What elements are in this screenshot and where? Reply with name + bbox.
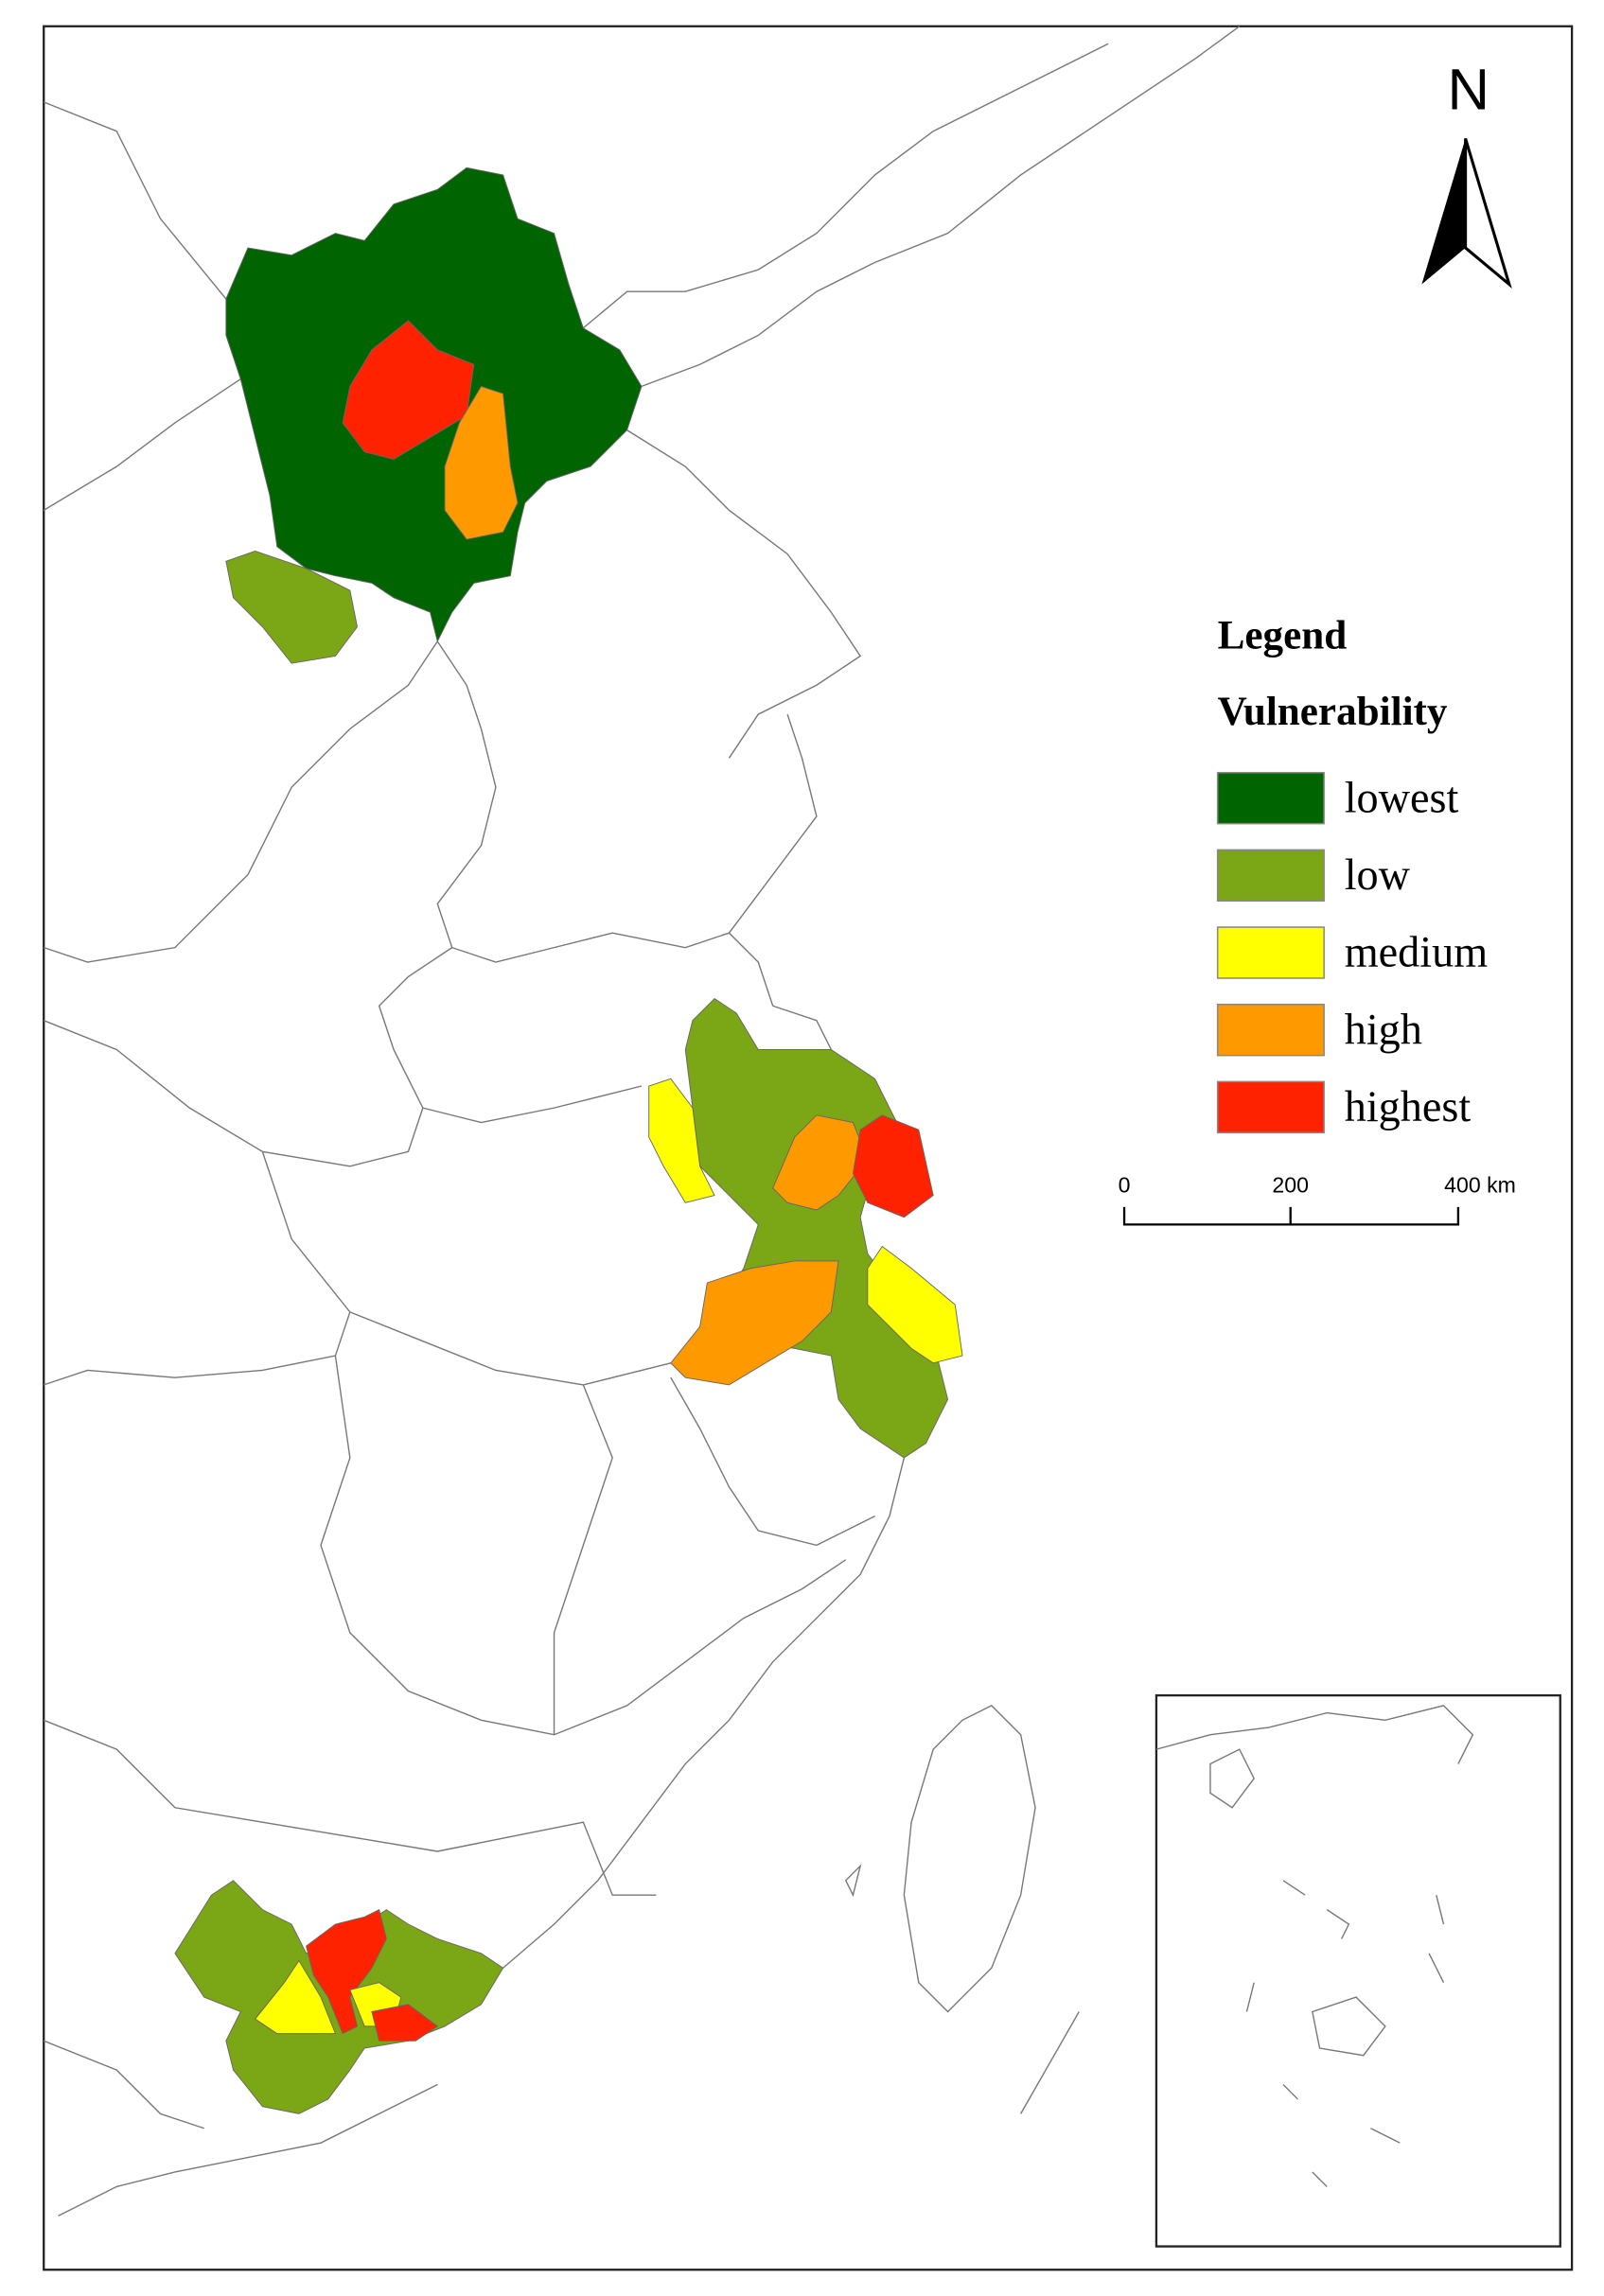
scale-label: 200 — [1272, 1172, 1309, 1197]
region — [254, 1959, 337, 2035]
region — [670, 1260, 839, 1386]
region — [772, 1114, 869, 1211]
region — [371, 2004, 439, 2042]
arrow-right — [1464, 137, 1512, 289]
legend: Legend Vulnerability lowest low medium high… — [1216, 614, 1489, 1134]
legend-swatch — [1216, 849, 1325, 903]
legend-swatch — [1216, 926, 1325, 979]
legend-title: Legend — [1218, 614, 1348, 658]
scale-bar: 0 200 400 km — [1119, 1172, 1516, 1226]
legend-swatch — [1216, 1003, 1325, 1057]
legend-label: lowest — [1345, 773, 1459, 821]
legend-label: medium — [1345, 928, 1489, 976]
region — [648, 1078, 715, 1203]
boundaries — [43, 26, 1241, 2217]
inset-frame — [1155, 1693, 1561, 2248]
region — [225, 551, 359, 664]
region — [867, 1245, 963, 1364]
legend-swatch — [1216, 1080, 1325, 1134]
region — [444, 385, 519, 540]
scale-label: 400 km — [1444, 1172, 1516, 1197]
legend-label: low — [1345, 850, 1411, 899]
map-frame — [43, 25, 1574, 2271]
legend-label: high — [1345, 1005, 1422, 1053]
scale-line — [1122, 1206, 1460, 1226]
north-label: N — [1447, 58, 1489, 123]
region — [306, 1908, 387, 2035]
inset-map — [1155, 1693, 1561, 2248]
regions — [174, 167, 963, 2114]
legend-subtitle: Vulnerability — [1218, 690, 1448, 734]
region — [684, 997, 949, 1459]
region — [852, 1114, 934, 1218]
legend-label: highest — [1345, 1082, 1472, 1130]
scale-label: 0 — [1119, 1172, 1131, 1197]
legend-swatch — [1216, 771, 1325, 825]
